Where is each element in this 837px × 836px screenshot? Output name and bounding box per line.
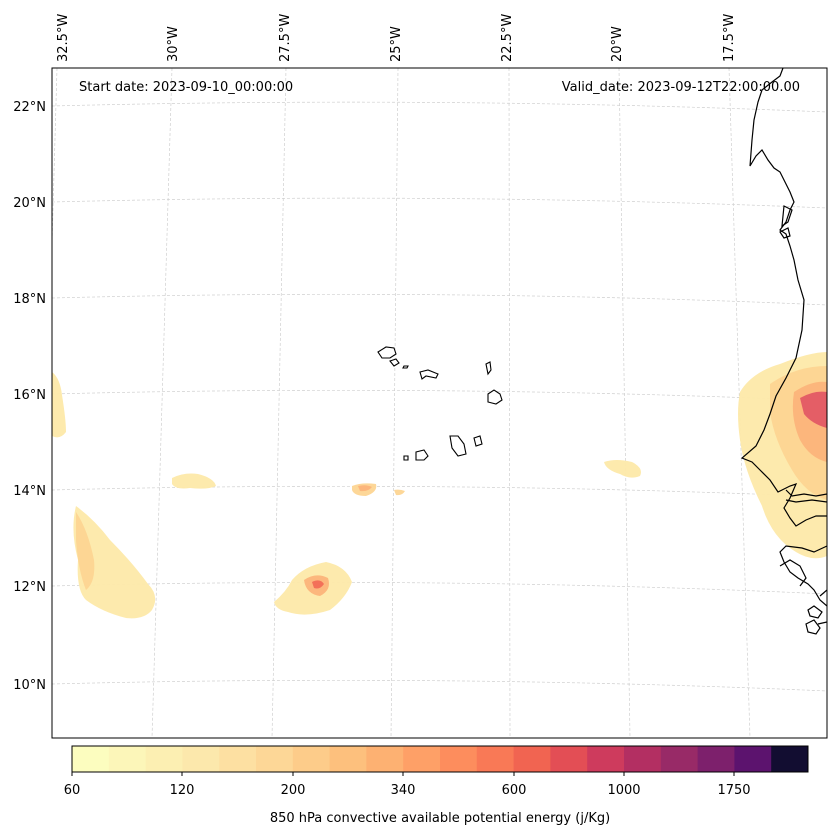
cape-area-small-center-core [358, 485, 372, 492]
cape-area-southwest-core [76, 512, 95, 590]
africa-coastline [740, 68, 827, 607]
gambia-river-coast [785, 489, 827, 503]
lon-label: 30°W [166, 26, 181, 62]
lat-label: 16°N [13, 388, 46, 403]
cape-area-southwest [73, 506, 156, 619]
colorbar-swatch [734, 746, 772, 772]
lat-label: 12°N [13, 580, 46, 595]
colorbar-swatch [660, 746, 698, 772]
colorbar-swatch [403, 746, 441, 772]
colorbar-swatch [587, 746, 625, 772]
parallel-lines [52, 101, 827, 692]
colorbar-tick-label: 600 [502, 783, 527, 798]
cape-verde-islands [377, 346, 503, 461]
latitude-labels: 22°N 20°N 18°N 16°N 14°N 12°N 10°N [13, 100, 46, 693]
colorbar-swatch [624, 746, 662, 772]
colorbar-tick-label: 1750 [717, 783, 750, 798]
map-background [52, 68, 827, 738]
lat-label: 10°N [13, 678, 46, 693]
lon-label: 27.5°W [278, 14, 293, 62]
colorbar-swatch [366, 746, 404, 772]
valid-date-label: Valid_date: 2023-09-12T22:00:00.00 [562, 80, 800, 95]
colorbar-swatch [771, 746, 809, 772]
map-content [52, 68, 827, 738]
colorbar-swatch [219, 746, 257, 772]
colorbar-tick-label: 340 [391, 783, 416, 798]
lon-label: 32.5°W [56, 14, 71, 62]
cape-area-east-peak [800, 391, 827, 428]
lon-label: 20°W [610, 26, 625, 62]
cap-vert-detail [779, 205, 793, 239]
cape-area-central-south-peak [312, 580, 324, 589]
lat-label: 20°N [13, 196, 46, 211]
colorbar-swatch [513, 746, 551, 772]
colorbar-tick-label: 60 [64, 783, 81, 798]
colorbar [71, 745, 809, 776]
colorbar-label: 850 hPa convective available potential e… [270, 811, 610, 826]
colorbar-swatch [292, 746, 330, 772]
longitude-labels: 32.5°W 30°W 27.5°W 25°W 22.5°W 20°W 17.5… [56, 14, 737, 62]
cape-field [52, 352, 827, 619]
colorbar-swatch [182, 746, 220, 772]
colorbar-swatch [256, 746, 294, 772]
cape-area-tiny-center [394, 489, 405, 496]
lat-label: 18°N [13, 292, 46, 307]
cape-area-small-east [604, 460, 641, 478]
cape-area-small-west [172, 473, 216, 489]
colorbar-swatch [476, 746, 514, 772]
colorbar-swatch [72, 746, 110, 772]
lon-label: 17.5°W [722, 14, 737, 62]
colorbar-swatch [329, 746, 367, 772]
colorbar-border [71, 745, 809, 773]
lon-label: 22.5°W [500, 14, 515, 62]
colorbar-swatch [145, 746, 183, 772]
colorbar-swatch [550, 746, 588, 772]
cape-area-west [52, 372, 66, 438]
colorbar-tick-labels: 60 120 200 340 600 1000 1750 [64, 783, 751, 798]
lat-label: 22°N [13, 100, 46, 115]
colorbar-tick-label: 200 [281, 783, 306, 798]
guinea-bissau-coast [779, 559, 827, 635]
colorbar-swatch [440, 746, 478, 772]
lat-label: 14°N [13, 484, 46, 499]
start-date-label: Start date: 2023-09-10_00:00:00 [79, 80, 293, 95]
map-frame [51, 67, 828, 739]
lon-label: 25°W [389, 26, 404, 62]
colorbar-tick-label: 120 [170, 783, 195, 798]
colorbar-swatch [108, 746, 146, 772]
colorbar-swatch [697, 746, 735, 772]
colorbar-tick-label: 1000 [607, 783, 640, 798]
